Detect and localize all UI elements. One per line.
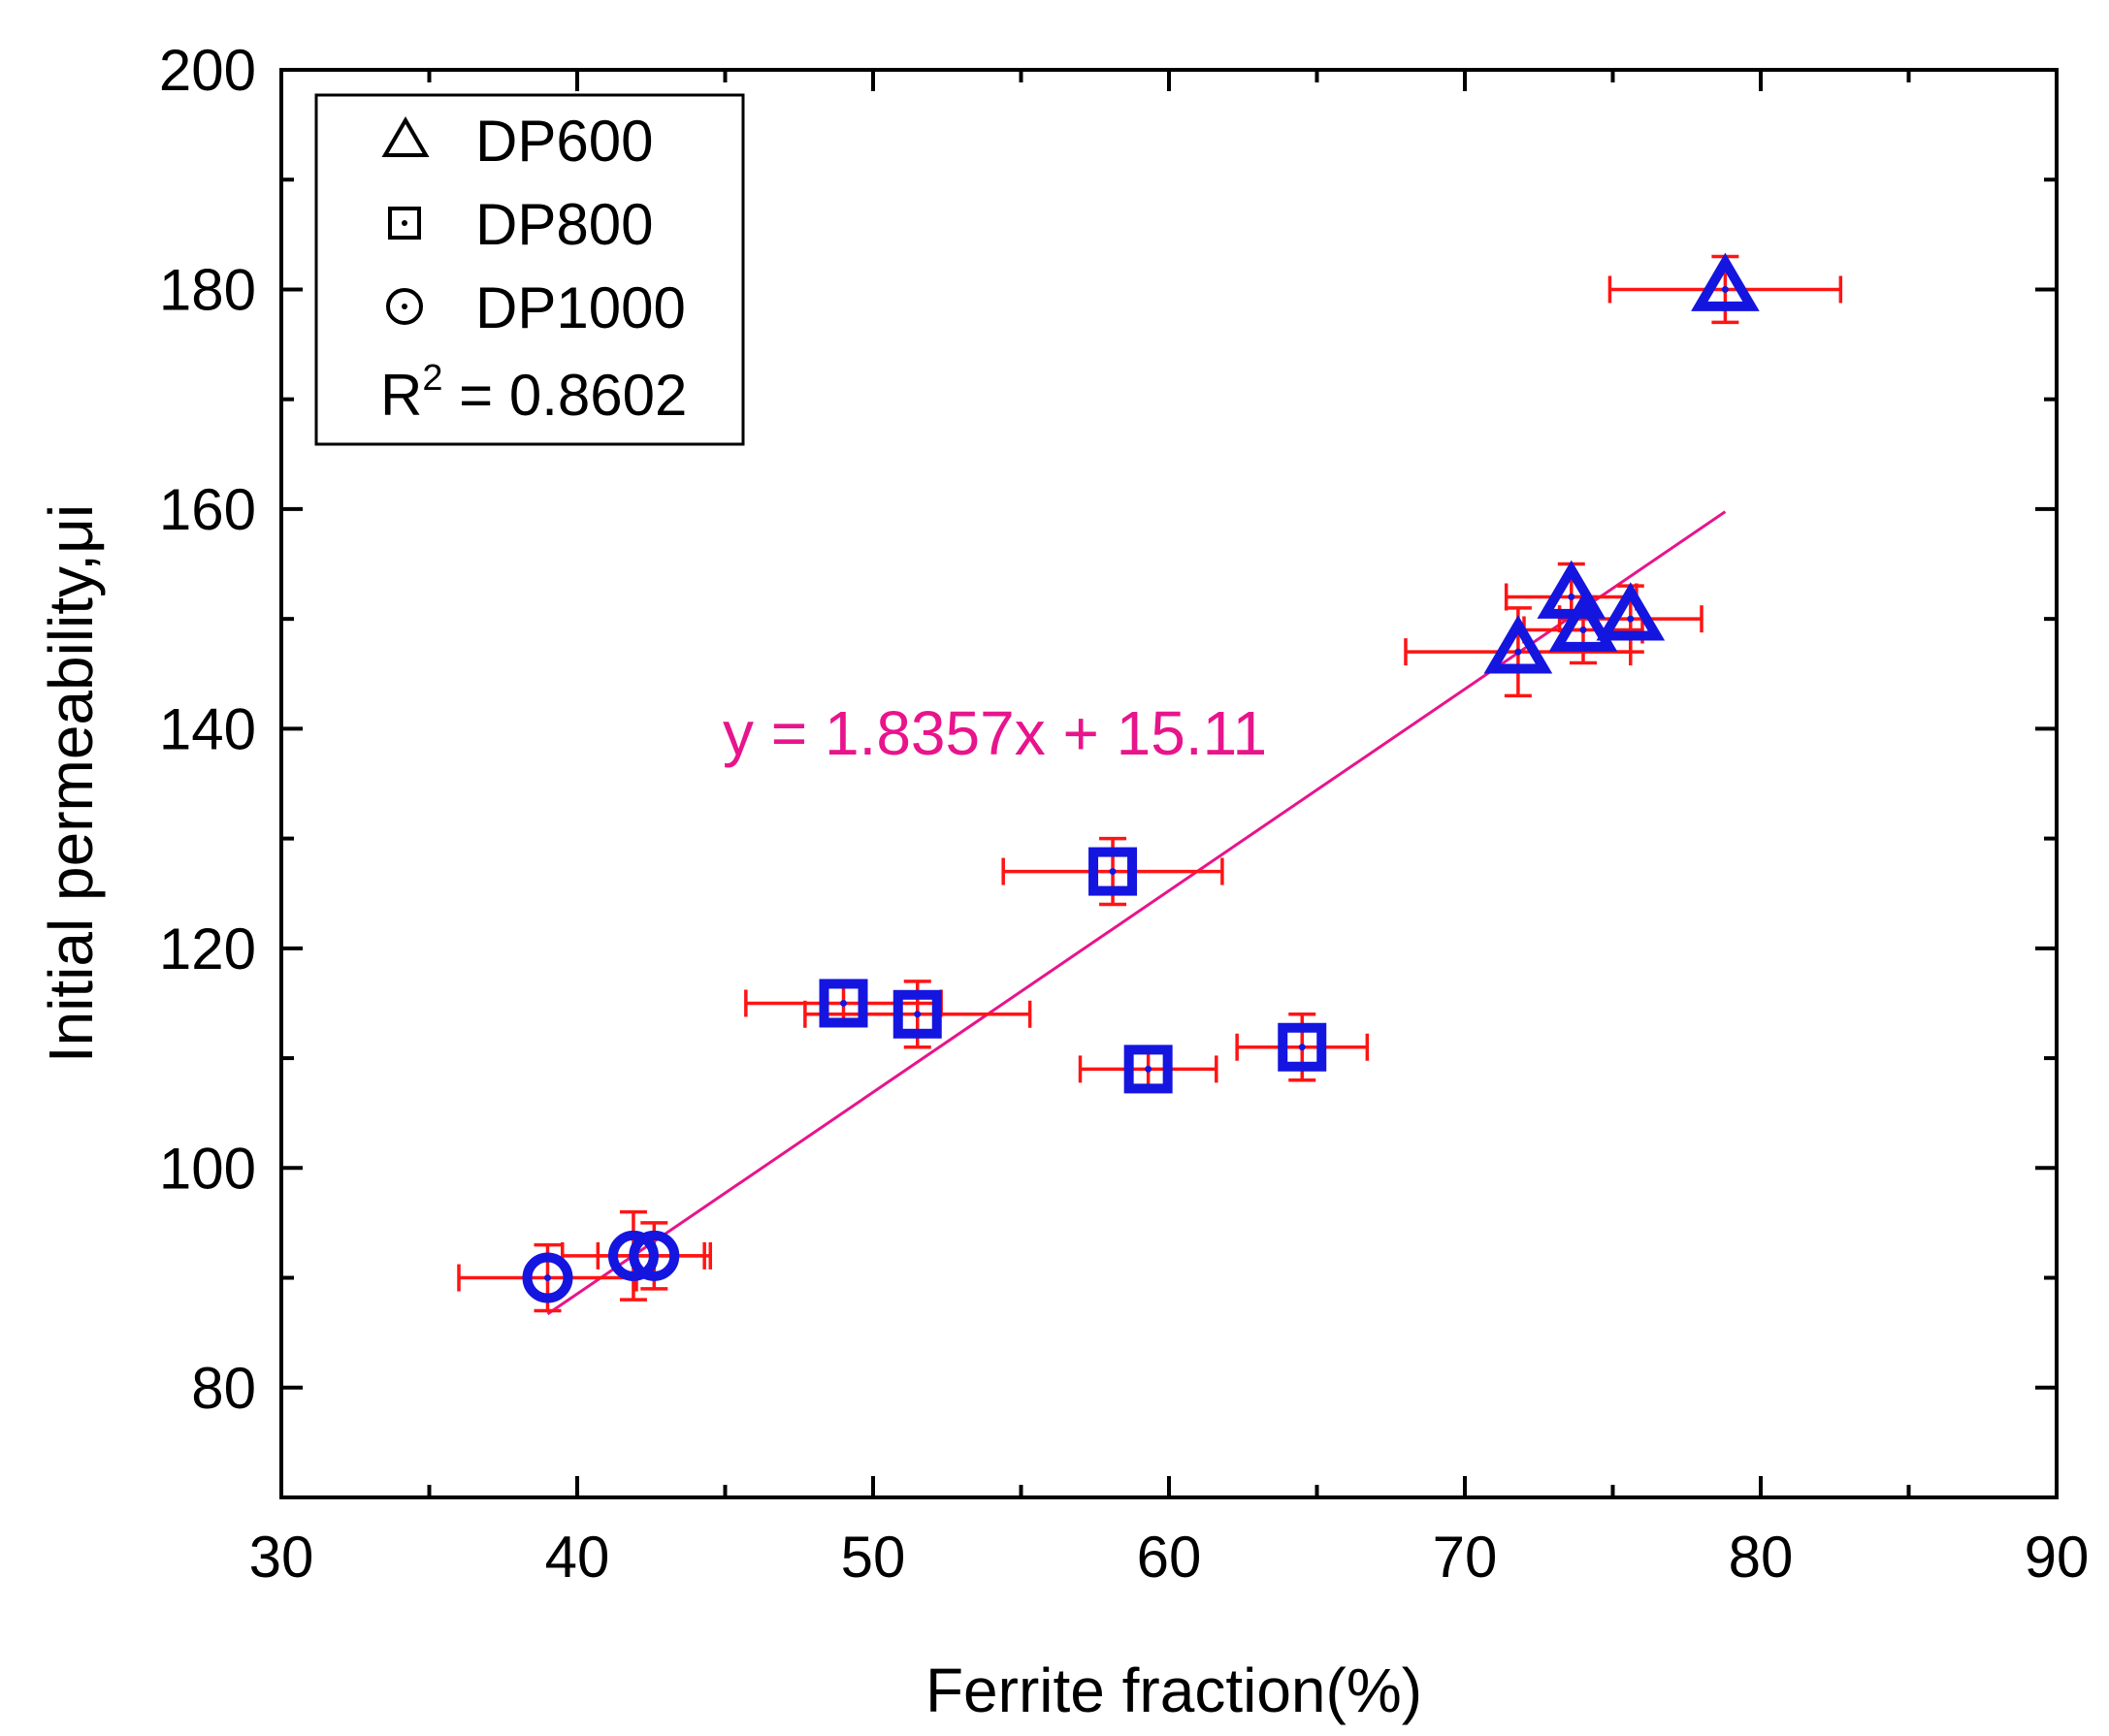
legend-square-icon (388, 207, 421, 240)
legend-triangle-icon (381, 116, 430, 157)
marker-center-dot (1568, 594, 1575, 601)
legend-label-dp800: DP800 (475, 192, 653, 257)
x-tick-label: 30 (249, 1525, 314, 1590)
dp600-triangle-marker (1691, 252, 1760, 311)
dp1000-circle-marker (629, 1230, 680, 1281)
legend: DP600 DP800 DP1000 R2 = 0.8602 (314, 93, 745, 446)
y-tick-label: 80 (191, 1356, 256, 1421)
x-tick-labels: 30 40 50 60 70 80 90 (249, 1525, 2090, 1590)
dp800-square-marker (819, 979, 868, 1028)
y-tick-labels: 80 100 120 140 160 180 200 (159, 38, 256, 1421)
dp600-triangle-marker (1483, 615, 1553, 674)
legend-r-squared: R2 = 0.8602 (380, 358, 687, 428)
legend-label-dp1000: DP1000 (475, 275, 686, 340)
legend-label-dp600: DP600 (475, 109, 653, 174)
x-tick-label: 50 (841, 1525, 906, 1590)
marker-center-dot (1627, 615, 1635, 623)
legend-square-dot-icon (402, 220, 407, 226)
dp1000-circle-marker (522, 1252, 573, 1303)
x-tick-label: 80 (1729, 1525, 1794, 1590)
y-tick-label: 140 (159, 696, 256, 761)
x-tick-label: 60 (1137, 1525, 1202, 1590)
marker-center-dot (544, 1274, 551, 1282)
axis-ticks (279, 68, 2059, 1499)
x-tick-label: 70 (1433, 1525, 1498, 1590)
x-axis-title: Ferrite fraction(%) (925, 1656, 1422, 1725)
dp800-square-marker (1278, 1022, 1327, 1072)
dp800-square-marker (1088, 847, 1138, 896)
legend-entry-dp600: DP600 (381, 109, 653, 174)
marker-center-dot (1298, 1044, 1306, 1051)
legend-circle-icon (386, 288, 423, 325)
r2-value: = 0.8602 (442, 363, 687, 428)
marker-center-dot (1109, 868, 1117, 876)
dp600-triangle-marker (1596, 582, 1666, 641)
dp800-square-marker (892, 989, 942, 1039)
dp600-triangle-marker (1548, 593, 1618, 652)
legend-entry-dp800: DP800 (388, 192, 653, 257)
dp800-square-marker (1123, 1045, 1173, 1094)
r2-label: R (380, 363, 422, 428)
data-markers (522, 252, 1760, 1303)
marker-center-dot (650, 1252, 658, 1260)
marker-center-dot (1145, 1065, 1152, 1073)
y-tick-label: 160 (159, 477, 256, 542)
marker-center-dot (1579, 626, 1587, 633)
marker-center-dot (1514, 648, 1522, 656)
legend-entry-dp1000: DP1000 (386, 275, 686, 340)
y-tick-label: 180 (159, 257, 256, 322)
marker-center-dot (1721, 285, 1729, 293)
r2-superscript: 2 (422, 358, 442, 399)
y-tick-label: 200 (159, 38, 256, 103)
fit-equation-label: y = 1.8357x + 15.11 (723, 698, 1267, 768)
y-axis-title: Initial permeability,μi (36, 504, 106, 1063)
y-tick-label: 100 (159, 1136, 256, 1201)
y-tick-label: 120 (159, 916, 256, 981)
x-tick-label: 40 (545, 1525, 610, 1590)
x-tick-label: 90 (2025, 1525, 2090, 1590)
legend-circle-dot-icon (402, 304, 407, 309)
marker-center-dot (840, 999, 847, 1007)
marker-center-dot (914, 1011, 922, 1018)
